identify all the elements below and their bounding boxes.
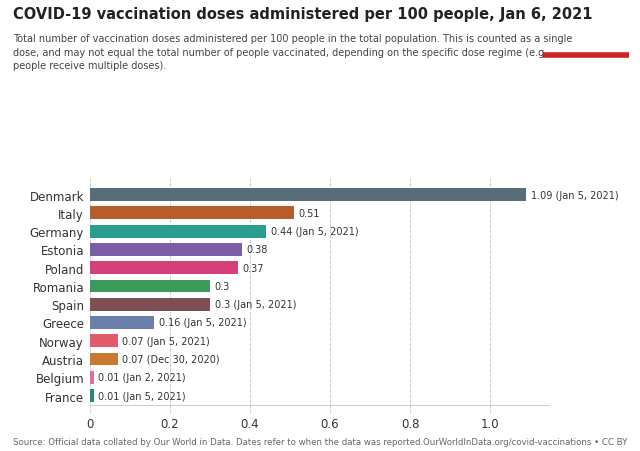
Bar [90,207,294,220]
Bar [90,353,118,366]
Bar [90,371,93,384]
Text: 0.51: 0.51 [299,208,320,218]
Bar [90,244,242,256]
Text: 0.3 (Jan 5, 2021): 0.3 (Jan 5, 2021) [214,299,296,309]
Bar [90,316,154,329]
Text: 0.01 (Jan 5, 2021): 0.01 (Jan 5, 2021) [99,391,186,400]
Bar [90,189,526,202]
Text: in Data: in Data [564,36,607,46]
Bar [90,280,210,293]
Text: Total number of vaccination doses administered per 100 people in the total popul: Total number of vaccination doses admini… [13,34,572,71]
Text: 0.44 (Jan 5, 2021): 0.44 (Jan 5, 2021) [271,227,358,237]
Bar [90,389,93,402]
Bar [90,298,210,311]
Text: 1.09 (Jan 5, 2021): 1.09 (Jan 5, 2021) [531,190,619,200]
Text: Source: Official data collated by Our World in Data. Dates refer to when the dat: Source: Official data collated by Our Wo… [13,437,423,446]
Text: COVID-19 vaccination doses administered per 100 people, Jan 6, 2021: COVID-19 vaccination doses administered … [13,7,592,22]
Text: 0.16 (Jan 5, 2021): 0.16 (Jan 5, 2021) [159,318,246,328]
Text: 0.07 (Dec 30, 2020): 0.07 (Dec 30, 2020) [122,354,220,364]
Text: OurWorldInData.org/covid-vaccinations • CC BY: OurWorldInData.org/covid-vaccinations • … [423,437,627,446]
Bar [90,225,266,238]
Text: Our World: Our World [556,18,616,28]
Text: 0.3: 0.3 [214,281,230,291]
Bar [90,262,238,275]
Text: 0.37: 0.37 [243,263,264,273]
Text: 0.38: 0.38 [246,245,268,255]
Text: 0.07 (Jan 5, 2021): 0.07 (Jan 5, 2021) [122,336,210,346]
Text: 0.01 (Jan 2, 2021): 0.01 (Jan 2, 2021) [99,373,186,382]
Bar [90,335,118,347]
